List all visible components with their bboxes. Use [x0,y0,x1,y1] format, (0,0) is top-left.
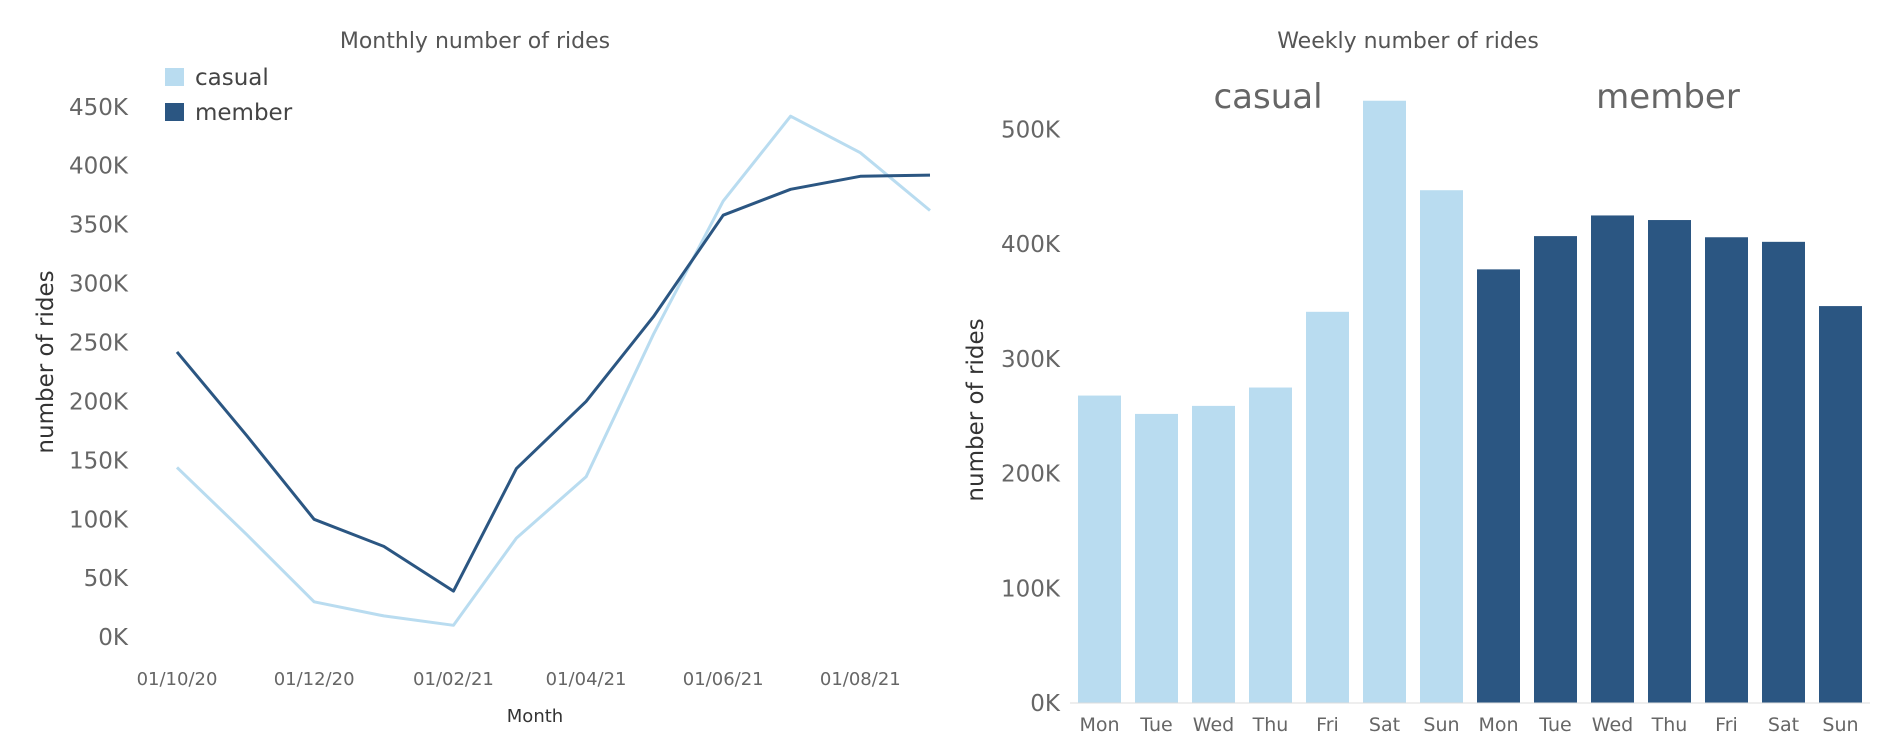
bar-member-sat [1762,241,1805,703]
monthly-line-chart: Monthly number of rides casual member nu… [33,29,931,727]
weekly-x-tick-label: Sun [1822,714,1858,736]
monthly-x-axis-ticks: 01/10/20 01/12/20 01/02/21 01/04/21 01/06/21… [137,669,901,690]
series-line-member [175,173,931,593]
monthly-y-tick-label: 350K [69,213,129,239]
bar-casual-fri [1306,311,1349,703]
bar-member-tue [1534,236,1577,704]
monthly-x-tick-label: 01/02/21 [413,669,494,690]
legend-label-member: member [195,100,293,126]
bar-casual-sat [1363,100,1406,704]
monthly-y-tick-label: 400K [69,154,129,180]
monthly-x-tick-label: 01/06/21 [683,669,764,690]
weekly-y-tick-label: 200K [1001,462,1061,488]
bar-member-wed [1591,215,1634,704]
weekly-y-tick-label: 500K [1001,117,1061,143]
weekly-y-axis-label: number of rides [963,318,989,501]
monthly-x-axis-label: Month [507,706,563,727]
legend-swatch-member [165,103,184,121]
weekly-y-tick-label: 0K [1030,691,1061,717]
bar-casual-sun [1420,190,1463,703]
monthly-x-tick-label: 01/08/21 [820,669,901,690]
group-label-casual: casual [1213,77,1322,117]
weekly-x-tick-label: Tue [1538,714,1571,736]
weekly-x-tick-label: Mon [1079,714,1119,736]
monthly-y-tick-label: 450K [69,95,129,121]
monthly-x-tick-label: 01/12/20 [274,669,355,690]
monthly-y-tick-label: 300K [69,272,129,298]
series-line-casual [175,114,931,627]
weekly-x-tick-label: Mon [1478,714,1518,736]
legend-swatch-casual [165,68,184,86]
monthly-y-tick-label: 250K [69,330,129,356]
bar-member-fri [1705,237,1748,703]
weekly-y-axis-ticks: 0K 100K 200K 300K 400K 500K [1001,117,1061,717]
weekly-x-tick-label: Sat [1768,714,1799,736]
weekly-x-tick-label: Fri [1316,714,1339,736]
bar-member-thu [1648,220,1691,703]
bar-casual-tue [1135,413,1178,703]
weekly-y-tick-label: 400K [1001,232,1061,258]
weekly-x-tick-label: Tue [1139,714,1172,736]
weekly-y-tick-label: 100K [1001,576,1061,602]
monthly-x-tick-label: 01/04/21 [546,669,627,690]
monthly-y-tick-label: 100K [69,507,129,533]
weekly-chart-title: Weekly number of rides [1277,29,1539,54]
weekly-x-tick-label: Sun [1423,714,1459,736]
group-label-member: member [1596,77,1740,117]
weekly-x-tick-label: Thu [1252,714,1289,736]
bar-casual-thu [1249,387,1292,703]
monthly-chart-title: Monthly number of rides [340,29,610,54]
bar-casual-wed [1192,405,1235,703]
monthly-y-axis-ticks: 0K 50K 100K 150K 200K 250K 300K 350K 400K 450K [69,95,129,651]
weekly-x-tick-label: Wed [1592,714,1633,736]
monthly-x-tick-label: 01/10/20 [137,669,218,690]
monthly-y-tick-label: 200K [69,389,129,415]
monthly-y-tick-label: 50K [84,566,129,592]
weekly-x-tick-label: Wed [1193,714,1234,736]
weekly-y-tick-label: 300K [1001,347,1061,373]
weekly-x-tick-label: Sat [1369,714,1400,736]
weekly-x-tick-label: Thu [1651,714,1688,736]
bar-member-mon [1477,269,1520,703]
monthly-y-tick-label: 150K [69,448,129,474]
weekly-bar-chart: Weekly number of rides casual member num… [963,29,1870,736]
monthly-y-axis-label: number of rides [33,270,59,453]
weekly-bars [1078,100,1862,704]
bar-casual-mon [1078,395,1121,703]
monthly-y-tick-label: 0K [98,625,129,651]
weekly-x-axis-ticks: Mon Tue Wed Thu Fri Sat Sun Mon Tue Wed Thu Fri Sat S… [1079,714,1858,736]
legend-label-casual: casual [195,65,269,91]
bar-member-sun [1819,306,1862,703]
weekly-x-tick-label: Fri [1715,714,1738,736]
